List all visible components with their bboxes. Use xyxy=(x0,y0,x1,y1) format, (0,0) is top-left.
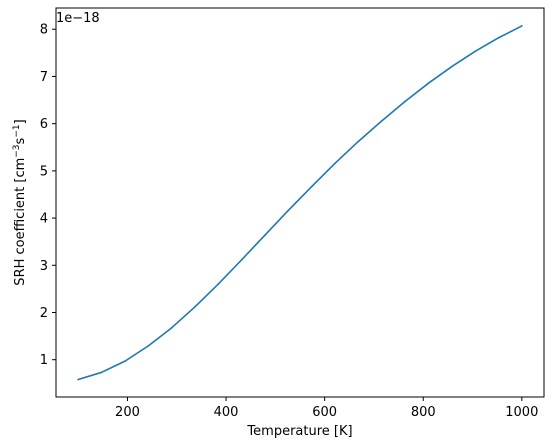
x-tick-label: 800 xyxy=(411,405,436,420)
y-axis-label-sup-2: −1 xyxy=(12,124,22,137)
y-axis-label: SRH coefficient [cm−3s−1] xyxy=(12,119,28,285)
data-point xyxy=(77,378,79,381)
data-point xyxy=(311,185,313,188)
data-point xyxy=(147,345,149,347)
data-point xyxy=(287,209,289,212)
x-tick-label: 400 xyxy=(214,405,239,420)
data-point xyxy=(194,306,196,308)
data-point xyxy=(241,258,243,261)
data-point xyxy=(451,65,453,68)
y-tick-label: 7 xyxy=(40,70,48,85)
y-tick-label: 5 xyxy=(40,164,48,179)
y-tick-label: 4 xyxy=(40,212,48,227)
y-axis-label-prefix: SRH coefficient [cm xyxy=(13,158,28,286)
data-point xyxy=(521,25,523,27)
y-axis-label-mid: s xyxy=(13,137,28,144)
x-axis-ticks: 200 400 600 800 1000 xyxy=(115,397,538,420)
plot-area-frame xyxy=(55,7,545,398)
data-point xyxy=(100,371,103,374)
y-axis-label-sup-1: −3 xyxy=(12,144,22,157)
series-line xyxy=(77,25,523,381)
data-point xyxy=(474,50,476,53)
x-tick-label: 600 xyxy=(312,405,337,420)
x-tick-label: 200 xyxy=(115,405,140,420)
data-point xyxy=(357,140,359,143)
data-point xyxy=(264,234,266,236)
y-axis-ticks: 1 2 3 4 5 6 7 8 xyxy=(40,23,56,368)
data-point xyxy=(124,360,126,362)
data-point xyxy=(217,283,219,285)
data-point xyxy=(497,36,500,39)
series-points xyxy=(77,25,523,381)
data-point xyxy=(381,120,383,122)
x-axis-label: Temperature [K] xyxy=(246,424,352,439)
y-tick-label: 3 xyxy=(40,259,48,274)
y-tick-label: 2 xyxy=(40,306,48,321)
data-point xyxy=(170,327,173,329)
y-tick-label: 8 xyxy=(40,23,48,38)
y-tick-label: 1 xyxy=(40,353,48,368)
y-axis-offset-text: 1e−18 xyxy=(56,11,100,26)
x-tick-label: 1000 xyxy=(505,405,538,420)
data-point xyxy=(334,162,336,165)
data-point xyxy=(427,82,430,84)
y-tick-label: 6 xyxy=(40,117,48,132)
data-point xyxy=(404,100,406,103)
y-axis-label-suffix: ] xyxy=(13,119,28,124)
